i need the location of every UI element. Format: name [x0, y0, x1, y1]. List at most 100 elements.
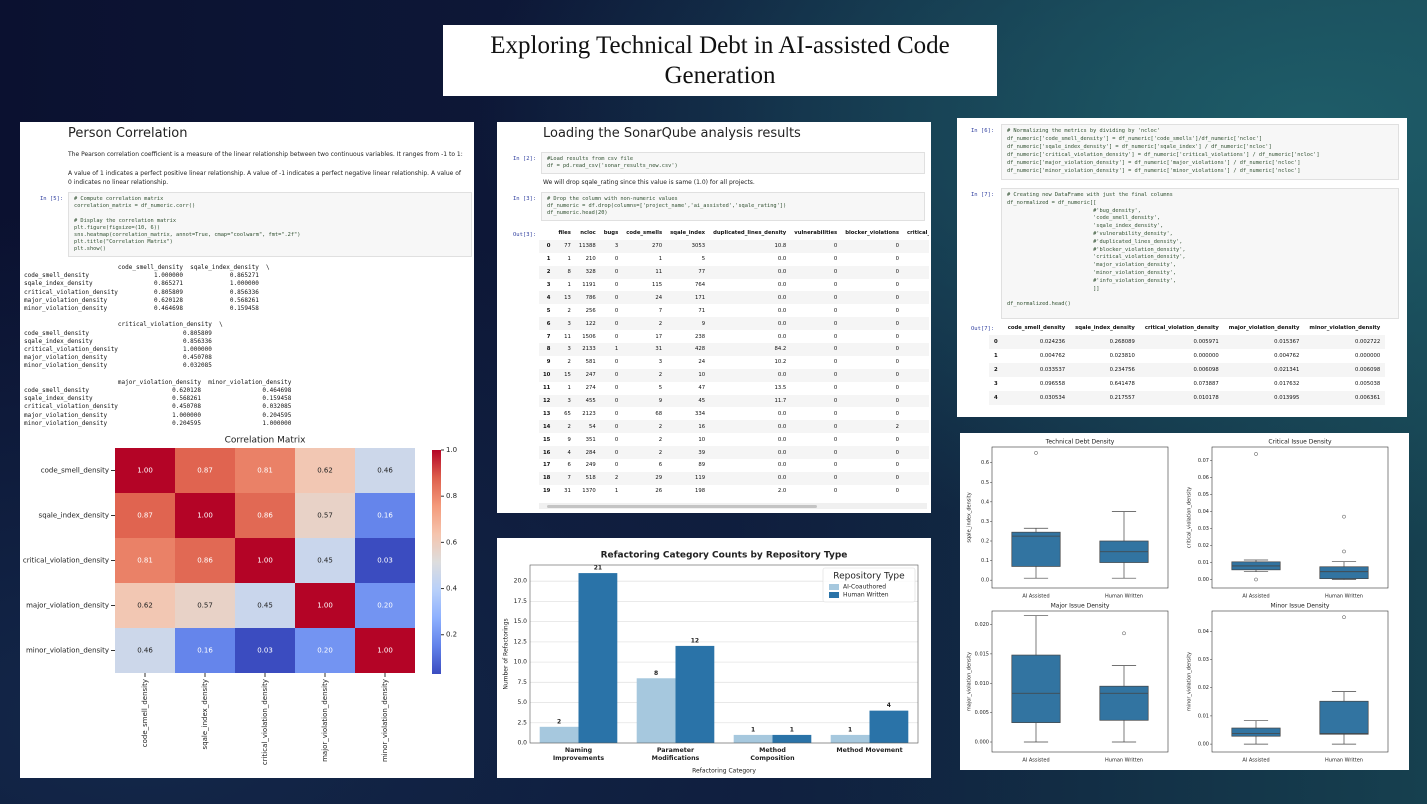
cell-output: code_smell_density sqale_index_density \… [24, 264, 292, 427]
cell-label: 0.57 [317, 512, 333, 520]
table-cell: 0 [833, 243, 838, 250]
code-cell[interactable]: # Creating new DataFrame with just the f… [1001, 188, 1399, 319]
cell-prompt: In [2]: [513, 156, 537, 162]
bar-value-label: 4 [887, 702, 891, 709]
code-cell[interactable]: # Normalizing the metrics by dividing by… [1001, 124, 1399, 180]
x-axis-label: Refactoring Category [692, 768, 756, 775]
row-index: 2 [994, 367, 998, 373]
y-tick-label: 0.4 [981, 499, 989, 505]
table-cell: 0.0 [777, 372, 787, 379]
table-cell: 0 [903, 407, 929, 420]
table-cell: 764 [694, 282, 706, 288]
row-index: 2 [546, 269, 551, 276]
table-cell: 0 [614, 423, 619, 430]
heatmap-cell [175, 493, 235, 538]
table-cell: 0 [903, 433, 929, 446]
bar-chart-panel: Refactoring Category Counts by Repositor… [497, 538, 931, 778]
table-cell: 0 [614, 372, 619, 379]
table-cell: 0.217557 [1109, 395, 1135, 401]
code-cell[interactable]: #Load results from csv file df = pd.read… [541, 152, 925, 174]
table-cell: 171 [694, 294, 706, 301]
table-cell: 54 [588, 423, 596, 430]
table-cell: 0.017632 [1274, 381, 1300, 387]
y-category-label: critical_violation_density [23, 557, 109, 565]
cell-prompt: In [5]: [40, 196, 64, 202]
colorbar-tick-label: 1.0 [446, 446, 457, 454]
table-cell: 0 [833, 436, 838, 443]
x-tick-label: Human Written [1105, 594, 1143, 600]
column-header: code_smell_density [1007, 325, 1066, 331]
table-cell: 0 [833, 398, 838, 405]
cell-prompt: In [7]: [971, 192, 995, 198]
table-cell: 455 [585, 398, 596, 405]
table-cell: 0.0 [777, 449, 787, 456]
scroll-thumb[interactable] [547, 504, 817, 508]
x-category-label: critical_violation_density [261, 679, 269, 765]
table-cell: 328 [585, 269, 596, 276]
colorbar-tick-label: 0.6 [446, 538, 458, 546]
table-cell: 0 [895, 449, 900, 456]
column-header: bugs [603, 230, 619, 237]
x-tick-label: Naming Improvements [552, 747, 605, 762]
y-tick-label: 0.2 [981, 539, 989, 545]
outlier [1342, 549, 1346, 554]
x-tick-label: AI Assisted [1242, 758, 1269, 764]
table-cell: 5 [701, 256, 706, 263]
row-index: 1 [994, 353, 998, 359]
row-index: 10 [543, 372, 551, 379]
legend-box [822, 567, 916, 603]
table-cell: 0.006098 [1193, 367, 1219, 373]
table-cell: 0.096558 [1039, 381, 1066, 387]
cell-label: 0.81 [257, 467, 273, 475]
table-cell: 0 [895, 436, 900, 443]
heatmap-cell [175, 448, 235, 493]
table-cell: 0 [895, 256, 900, 263]
table-cell: 0 [895, 320, 900, 327]
table-cell: 0 [614, 462, 619, 469]
bar [733, 734, 773, 743]
table-cell: 0.013995 [1274, 395, 1300, 401]
table-cell: 2 [658, 320, 663, 327]
scrollbar[interactable] [539, 503, 927, 509]
legend-title: Repository Type [833, 572, 905, 582]
table-cell: 0 [833, 423, 838, 430]
bar-chart: Refactoring Category Counts by Repositor… [503, 551, 919, 775]
table-cell: 2 [567, 359, 571, 366]
row-index: 4 [994, 395, 998, 401]
index-header [989, 321, 1003, 335]
row-index: 4 [546, 294, 551, 301]
row-index: 15 [543, 436, 551, 443]
x-tick-label: AI Assisted [1022, 594, 1049, 600]
table-cell: 16 [698, 423, 706, 430]
table-cell: 11 [564, 333, 571, 340]
table-cell: 10.2 [774, 359, 787, 366]
row-index: 0 [994, 339, 998, 345]
y-axis-label: critical_violation_density [1187, 487, 1193, 549]
table-cell: 84.2 [774, 346, 787, 353]
y-tick-label: 0.07 [1198, 458, 1209, 464]
y-tick-label: 0.6 [981, 460, 989, 466]
heatmap-cell [115, 538, 175, 583]
outlier [1254, 452, 1258, 456]
y-axis-label: minor_violation_density [1187, 652, 1193, 711]
table-cell: 0.0 [777, 436, 787, 443]
table-cell: 115 [652, 282, 663, 288]
cell-label: 1.00 [257, 557, 273, 565]
paragraph: A value of 1 indicates a perfect positiv… [68, 170, 462, 186]
heatmap-cell [235, 493, 295, 538]
table-cell: 238 [694, 333, 706, 340]
y-tick-label: 0.06 [1198, 475, 1209, 481]
table-cell: 39 [698, 449, 706, 456]
table-cell: 0 [833, 488, 838, 495]
y-tick-label: 0.01 [1198, 560, 1209, 566]
cell-label: 0.20 [377, 602, 393, 610]
code-cell[interactable]: # Drop the column with non-numeric value… [541, 192, 925, 221]
table-cell: 0 [895, 269, 900, 276]
row-index: 18 [543, 475, 551, 482]
code-cell[interactable]: # Compute correlation matrix correlation… [68, 192, 472, 257]
